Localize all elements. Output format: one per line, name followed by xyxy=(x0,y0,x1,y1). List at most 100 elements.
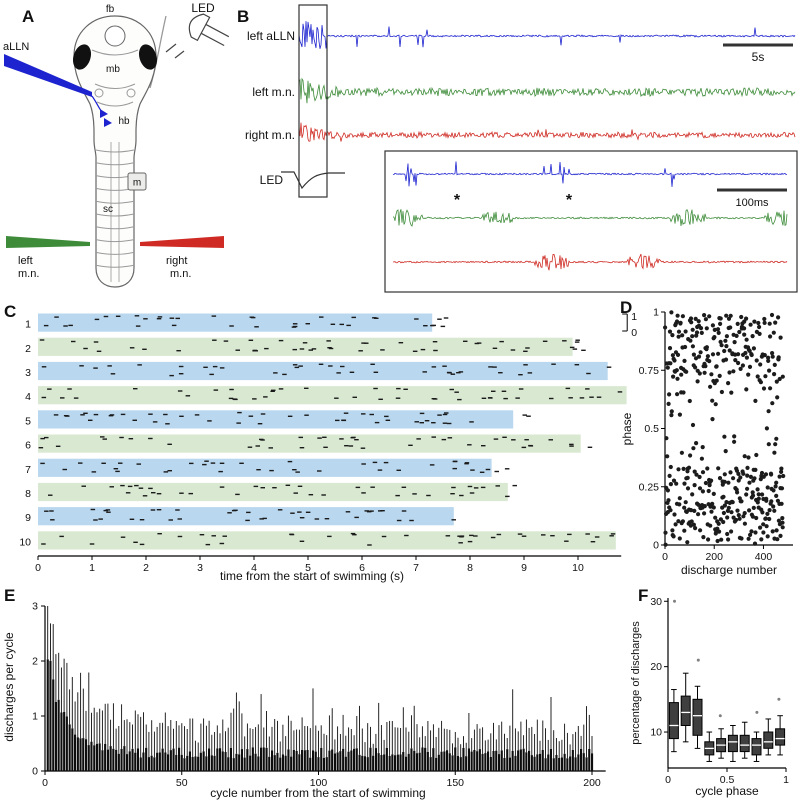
cycle-bar xyxy=(484,753,487,771)
panel-b-recordings: B left aLLN left m.n. right m.n. LED 5s … xyxy=(237,4,798,293)
discharge-tick xyxy=(373,371,379,373)
scatter-point xyxy=(724,313,729,318)
scatter-point xyxy=(719,343,724,348)
discharge-tick xyxy=(429,464,435,466)
scatter-point xyxy=(699,330,704,335)
discharge-tick xyxy=(528,445,534,447)
scatter-point xyxy=(774,528,779,533)
discharge-tick xyxy=(352,534,357,536)
discharge-tick xyxy=(203,366,208,368)
discharge-tick xyxy=(91,471,97,473)
scatter-point xyxy=(729,510,734,515)
discharge-tick xyxy=(304,414,309,416)
panel-label-b: B xyxy=(237,7,249,26)
discharge-tick xyxy=(177,535,183,538)
scatter-point xyxy=(770,354,775,359)
scatter-point xyxy=(742,511,747,516)
scatter-point xyxy=(756,492,761,497)
discharge-tick xyxy=(485,468,491,471)
trace-label-left-alln: left aLLN xyxy=(247,29,295,43)
discharge-tick xyxy=(327,347,332,349)
c-x-tick-label: 8 xyxy=(467,562,473,574)
cycle-bar xyxy=(566,758,569,771)
discharge-tick xyxy=(246,511,251,514)
discharge-tick xyxy=(442,413,448,416)
cycle-bar xyxy=(65,716,68,771)
cycle-bar xyxy=(456,756,459,771)
scatter-point xyxy=(754,515,759,521)
cycle-bar xyxy=(178,747,181,771)
cycle-bar xyxy=(555,755,558,771)
discharge-tick xyxy=(345,511,351,513)
trial-number: 1 xyxy=(25,319,31,331)
left-mn-trace xyxy=(298,77,796,104)
cycle-bar xyxy=(134,752,137,771)
scatter-point xyxy=(668,482,673,487)
cycle-bar xyxy=(158,752,161,771)
discharge-tick xyxy=(355,486,361,489)
discharge-tick xyxy=(80,414,85,416)
d-y-tick-label: 0.75 xyxy=(639,365,660,377)
discharge-tick xyxy=(248,339,254,341)
scatter-point xyxy=(736,513,741,518)
somite-line xyxy=(95,226,135,230)
discharge-tick xyxy=(321,494,326,496)
discharge-tick xyxy=(499,340,504,343)
scatter-point xyxy=(696,512,701,517)
scatter-point xyxy=(758,362,763,367)
trace-label-led: LED xyxy=(260,173,284,187)
scatter-point xyxy=(768,334,773,339)
c-x-tick-label: 6 xyxy=(359,562,365,574)
discharge-tick xyxy=(361,492,366,494)
box xyxy=(727,734,738,753)
panel-label-f: F xyxy=(638,586,648,605)
discharge-tick xyxy=(218,470,223,473)
scatter-point xyxy=(700,470,706,475)
cycle-bar xyxy=(279,757,282,771)
discharge-tick xyxy=(463,340,468,342)
discharge-tick xyxy=(454,391,459,393)
scatter-point xyxy=(724,334,729,339)
scatter-point xyxy=(736,471,741,476)
discharge-tick xyxy=(327,535,332,538)
scatter-point xyxy=(666,498,671,503)
box xyxy=(763,731,774,749)
discharge-tick xyxy=(287,460,293,463)
scatter-point xyxy=(715,538,720,544)
scatter-point xyxy=(755,500,760,505)
scatter-point xyxy=(744,492,749,497)
discharge-tick xyxy=(110,373,116,375)
scatter-point xyxy=(750,514,755,519)
discharge-tick xyxy=(222,535,227,537)
swim-bout-bar xyxy=(38,507,454,526)
cycle-bar xyxy=(309,757,312,771)
scatter-point xyxy=(692,508,697,513)
cycle-bar xyxy=(525,752,528,771)
scatter-point xyxy=(710,323,715,328)
scatter-point xyxy=(671,478,677,483)
bar-scale-top: 1 xyxy=(631,311,637,323)
f-x-axis-label: cycle phase xyxy=(695,784,759,798)
discharge-tick xyxy=(109,486,114,488)
discharge-tick xyxy=(151,492,156,494)
cycle-bar xyxy=(508,757,511,771)
discharge-tick xyxy=(467,485,473,488)
cycle-bar xyxy=(339,751,342,771)
discharge-tick xyxy=(549,397,554,400)
discharge-tick xyxy=(352,396,357,398)
scatter-point xyxy=(753,467,758,472)
cycle-bar xyxy=(202,751,205,771)
scatter-point xyxy=(739,536,744,541)
discharge-tick xyxy=(449,388,454,391)
discharge-tick xyxy=(369,413,374,416)
scatter-point xyxy=(774,379,779,384)
scatter-point xyxy=(675,313,680,318)
discharge-tick xyxy=(426,494,431,497)
discharge-tick xyxy=(419,422,424,424)
scatter-point xyxy=(744,316,749,321)
scatter-point xyxy=(732,434,737,439)
discharge-tick xyxy=(177,390,183,392)
cycle-bar xyxy=(585,757,588,771)
box xyxy=(739,734,750,753)
discharge-tick xyxy=(148,487,153,490)
